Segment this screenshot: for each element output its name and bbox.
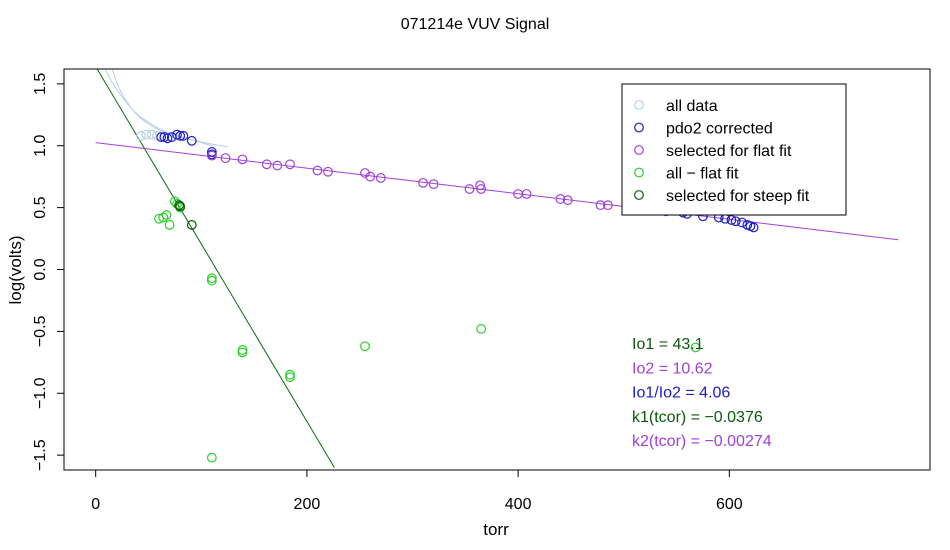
legend-entry: selected for flat fit bbox=[666, 143, 792, 160]
allflat-point bbox=[476, 324, 487, 334]
corrected-point bbox=[156, 132, 167, 142]
flat-point bbox=[475, 180, 486, 191]
allflat-point bbox=[206, 275, 217, 286]
allflat-point bbox=[285, 372, 295, 383]
fit-annotation: k2(tcor) = −0.00274 bbox=[632, 433, 772, 450]
corrected-point bbox=[162, 133, 173, 144]
all-data-point bbox=[136, 130, 146, 141]
x-tick-label: 400 bbox=[505, 496, 532, 513]
flat-point bbox=[602, 200, 613, 211]
x-tick-label: 0 bbox=[91, 496, 100, 513]
all-data-point bbox=[141, 129, 152, 140]
corrected-point bbox=[730, 216, 741, 227]
all-data-line bbox=[111, 69, 228, 148]
allflat-point bbox=[690, 342, 701, 353]
flat-point bbox=[285, 159, 295, 170]
flat-point bbox=[521, 189, 532, 199]
flat-point bbox=[595, 200, 606, 211]
steep-point bbox=[186, 220, 197, 230]
y-tick-label: −1.5 bbox=[32, 439, 49, 471]
y-tick-label: −1.0 bbox=[32, 377, 49, 409]
y-tick-label: 0.5 bbox=[32, 196, 49, 218]
legend-symbol bbox=[634, 167, 644, 178]
flat-point bbox=[464, 184, 475, 194]
y-tick-label: −0.5 bbox=[32, 315, 49, 347]
allflat-point bbox=[158, 212, 169, 223]
fit-annotation: Io1/Io2 = 4.06 bbox=[632, 385, 730, 402]
flat-point bbox=[220, 153, 231, 164]
allflat-point bbox=[206, 273, 217, 284]
fit-annotation: k1(tcor) = −0.0376 bbox=[632, 409, 763, 426]
legend-entry: selected for steep fit bbox=[666, 188, 810, 205]
corrected-point bbox=[726, 215, 737, 225]
y-tick-label: 0.0 bbox=[32, 258, 49, 280]
flat-point bbox=[375, 173, 386, 183]
flat-point bbox=[562, 195, 573, 206]
all-data-point bbox=[152, 130, 162, 141]
x-axis-label: torr bbox=[483, 520, 509, 539]
allflat-point bbox=[237, 347, 248, 358]
corrected-point bbox=[175, 130, 186, 141]
all-data-point bbox=[146, 129, 157, 140]
legend-symbol bbox=[634, 190, 644, 200]
legend-entry: all − flat fit bbox=[666, 166, 739, 183]
y-axis: 1.5 1.0 0.5 0.0 −0.5 −1.0 −1.5 bbox=[32, 73, 64, 471]
flat-point bbox=[206, 150, 217, 161]
flat-point bbox=[428, 179, 439, 190]
legend: all data pdo2 corrected selected for flat … bbox=[621, 83, 847, 216]
allflat-point bbox=[164, 220, 175, 230]
y-tick-label: 1.0 bbox=[32, 135, 49, 157]
allflat-point bbox=[237, 345, 248, 355]
x-axis: 0 200 400 600 bbox=[91, 470, 743, 513]
corrected-point bbox=[737, 217, 747, 228]
x-tick-label: 600 bbox=[716, 496, 743, 513]
legend-entry: all data bbox=[666, 98, 718, 115]
flat-point bbox=[261, 159, 272, 170]
flat-point bbox=[272, 160, 283, 171]
allflat-point bbox=[360, 341, 370, 352]
corrected-point bbox=[748, 222, 759, 233]
fit-annotation: Io2 = 10.62 bbox=[632, 360, 713, 377]
flat-point bbox=[418, 177, 428, 188]
fit-annotations: Io1 = 43.1 Io2 = 10.62 Io1/Io2 = 4.06 k1(tc… bbox=[632, 336, 772, 450]
allflat-point bbox=[285, 369, 295, 380]
legend-symbol bbox=[634, 145, 644, 155]
flat-point bbox=[312, 165, 323, 176]
legend-symbol bbox=[634, 100, 644, 110]
flat-point bbox=[476, 184, 487, 194]
flat-point bbox=[323, 166, 333, 177]
allflat-point bbox=[206, 452, 217, 463]
flat-point bbox=[237, 154, 248, 165]
steep-point bbox=[175, 201, 186, 212]
chart-title: 071214e VUV Signal bbox=[401, 16, 550, 33]
flat-point bbox=[365, 171, 376, 182]
fit-annotation: Io1 = 43.1 bbox=[632, 336, 704, 353]
y-tick-label: 1.5 bbox=[32, 73, 49, 95]
corrected-point bbox=[206, 147, 217, 157]
steep-point bbox=[174, 200, 185, 211]
legend-box bbox=[621, 83, 847, 216]
all-data-line bbox=[104, 69, 212, 147]
corrected-point bbox=[186, 135, 197, 146]
corrected-point bbox=[178, 130, 189, 141]
flat-point bbox=[555, 194, 566, 204]
legend-symbol bbox=[634, 122, 644, 133]
legend-entry: pdo2 corrected bbox=[666, 121, 773, 138]
steep-line-line bbox=[96, 69, 335, 468]
y-axis-label: log(volts) bbox=[6, 236, 25, 305]
x-tick-label: 200 bbox=[294, 496, 321, 513]
allflat-point bbox=[161, 210, 172, 220]
